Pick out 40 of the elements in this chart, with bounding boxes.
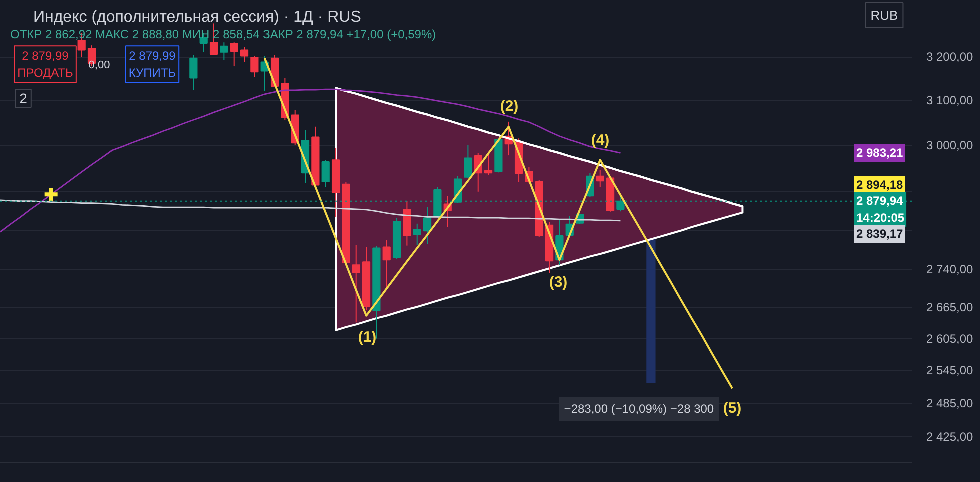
annotation: RUB (870, 8, 898, 23)
y-tick-label: 2 425,00 (926, 430, 974, 444)
annotation: 2 839,17 (856, 227, 904, 241)
y-tick-label: 3 000,00 (926, 138, 974, 152)
ref-line-label: 2 879,94 14:20:05 (856, 194, 905, 225)
candlestick (240, 46, 249, 63)
candlestick (596, 170, 604, 188)
candlestick (322, 160, 330, 188)
candlestick (250, 56, 259, 78)
annotation: (2) (500, 98, 519, 115)
candlestick (484, 151, 493, 176)
candlestick (230, 42, 238, 68)
annotation: 2 894,18 (856, 178, 904, 192)
annotation: 2 879,99 ПРОДАТЬ (18, 49, 74, 80)
text: Индекс (дополнительная сессия) · 1Д · RUS (34, 9, 362, 26)
annotation: (5) (723, 400, 742, 417)
candlestick (190, 54, 198, 91)
annotation: 0,00 (88, 60, 110, 72)
y-tick-label: 3 100,00 (926, 94, 974, 108)
annotation: (1) (358, 329, 377, 346)
candlestick (352, 244, 360, 324)
y-tick-label: 2 545,00 (926, 364, 974, 378)
y-tick-label: 2 605,00 (926, 332, 974, 346)
annotation: 2 (20, 90, 28, 106)
y-tick-label: 2 665,00 (926, 300, 974, 315)
y-tick-label: 2 740,00 (926, 262, 974, 277)
annotation: 2 879,99 КУПИТЬ (128, 49, 176, 80)
annotation: (3) (549, 274, 568, 291)
line-series (264, 57, 734, 390)
candlestick (423, 206, 432, 245)
candlestick (413, 223, 422, 246)
candlestick (220, 42, 228, 62)
candlestick (464, 144, 472, 179)
annotation: (4) (591, 132, 610, 149)
y-tick-label: 2 485,00 (926, 396, 974, 410)
annotation: 2 983,21 (856, 146, 904, 160)
y-tick-label: 3 200,00 (926, 50, 974, 64)
candlestick (382, 240, 391, 289)
data-label: −283,00 (−10,09%) −28 300 (564, 402, 714, 416)
line-series (0, 88, 622, 233)
